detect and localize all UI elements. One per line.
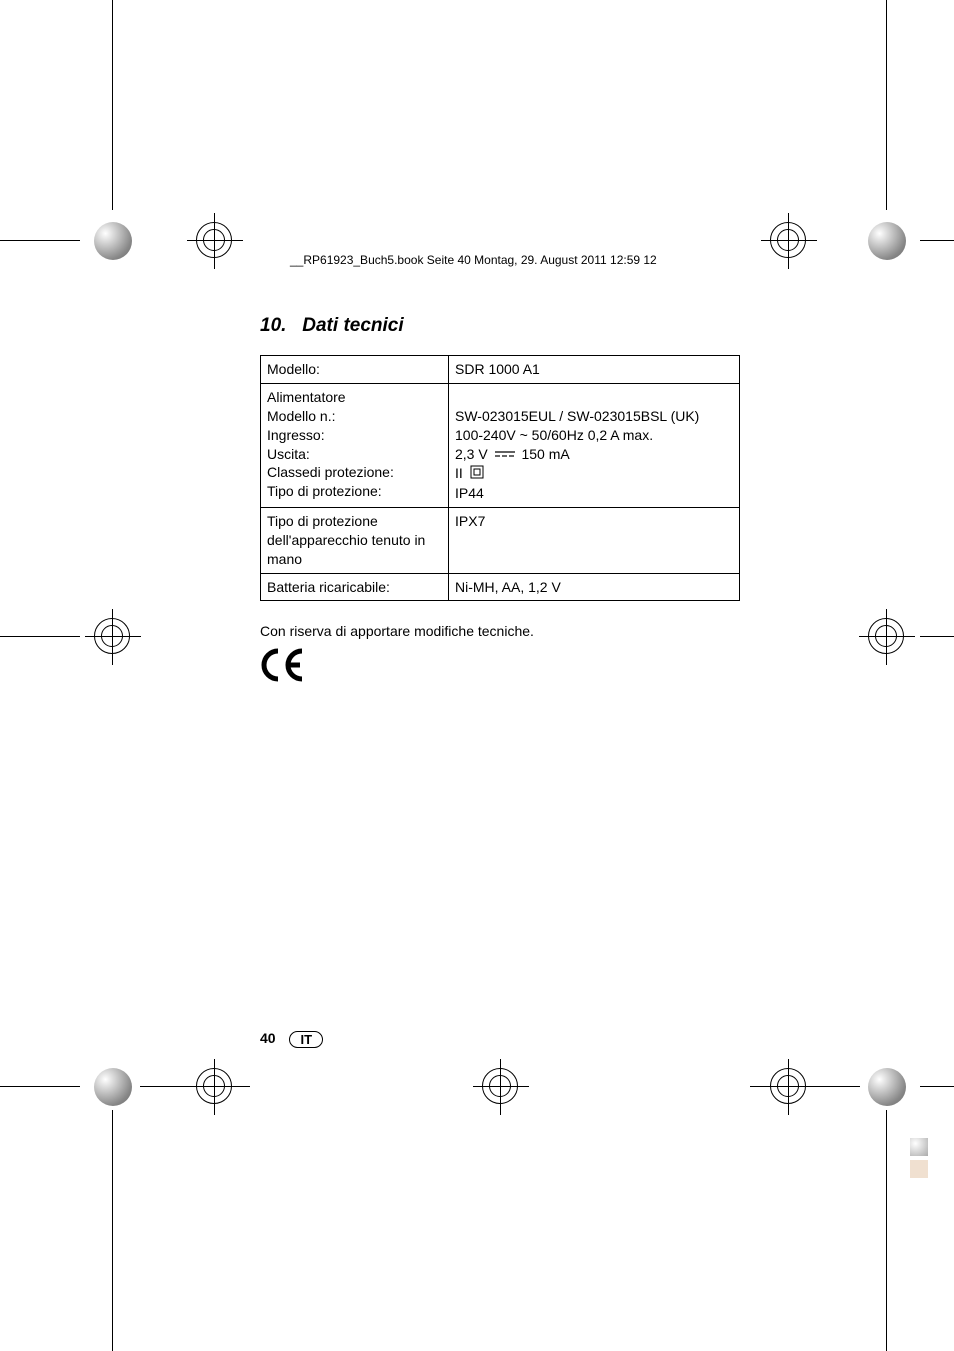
registration-mark-icon [94, 618, 130, 654]
table-row: Alimentatore Modello n.: Ingresso: Uscit… [261, 383, 740, 507]
label-line: Classedi protezione: [267, 464, 394, 480]
table-cell-label: Batteria ricaricabile: [261, 573, 449, 601]
label-line: Alimentatore [267, 389, 346, 405]
page-content: 10. Dati tecnici Modello: SDR 1000 A1 Al… [260, 315, 740, 691]
table-row: Tipo di protezione dell'apparecchio tenu… [261, 507, 740, 573]
crop-mark [886, 1110, 887, 1351]
crop-mark [750, 1086, 860, 1087]
table-cell-value: IPX7 [449, 507, 740, 573]
crop-mark [112, 0, 113, 210]
print-mark-ball [94, 1068, 132, 1106]
label-line: Tipo di protezione: [267, 483, 382, 499]
language-badge: IT [289, 1031, 323, 1048]
table-cell-value: SDR 1000 A1 [449, 356, 740, 384]
label-line: Modello n.: [267, 408, 335, 424]
table-cell-label: Tipo di protezione dell'apparecchio tenu… [261, 507, 449, 573]
value-line: IP44 [455, 485, 484, 501]
table-cell-value: Ni-MH, AA, 1,2 V [449, 573, 740, 601]
table-row: Modello: SDR 1000 A1 [261, 356, 740, 384]
section-number: 10. [260, 315, 286, 336]
section-heading: 10. Dati tecnici [260, 315, 740, 337]
page-footer: 40 IT [260, 1030, 323, 1048]
table-row: Batteria ricaricabile: Ni-MH, AA, 1,2 V [261, 573, 740, 601]
dc-symbol-icon [495, 445, 515, 464]
crop-mark [920, 636, 954, 637]
print-mark-ball [94, 222, 132, 260]
spec-table: Modello: SDR 1000 A1 Alimentatore Modell… [260, 355, 740, 601]
crop-mark [920, 1086, 954, 1087]
crop-mark [886, 0, 887, 210]
print-mark-ball [868, 222, 906, 260]
crop-mark [140, 1086, 250, 1087]
table-cell-value: SW-023015EUL / SW-023015BSL (UK) 100-240… [449, 383, 740, 507]
print-header-line: __RP61923_Buch5.book Seite 40 Montag, 29… [290, 253, 657, 267]
crop-mark [0, 240, 80, 241]
crop-mark [0, 1086, 80, 1087]
value-line: SW-023015EUL / SW-023015BSL (UK) [455, 408, 699, 424]
class2-symbol-icon [470, 465, 484, 484]
table-cell-label: Alimentatore Modello n.: Ingresso: Uscit… [261, 383, 449, 507]
table-cell-label: Modello: [261, 356, 449, 384]
crop-mark [112, 1110, 113, 1351]
crop-mark [0, 636, 80, 637]
registration-mark-icon [482, 1068, 518, 1104]
footnote-text: Con riserva di apportare modifiche tecni… [260, 623, 740, 639]
value-line: 100-240V ~ 50/60Hz 0,2 A max. [455, 427, 653, 443]
print-color-patch [910, 1160, 928, 1178]
ce-mark-icon [260, 647, 740, 691]
label-line: Uscita: [267, 446, 310, 462]
value-line: 2,3 V 150 mA [455, 446, 570, 462]
page-number: 40 [260, 1030, 276, 1046]
registration-mark-icon [196, 222, 232, 258]
registration-mark-icon [868, 618, 904, 654]
print-mark-ball [868, 1068, 906, 1106]
label-line: Ingresso: [267, 427, 325, 443]
crop-mark [920, 240, 954, 241]
print-color-patch [910, 1138, 928, 1156]
value-line: II [455, 465, 484, 481]
registration-mark-icon [770, 222, 806, 258]
section-title: Dati tecnici [302, 315, 403, 336]
